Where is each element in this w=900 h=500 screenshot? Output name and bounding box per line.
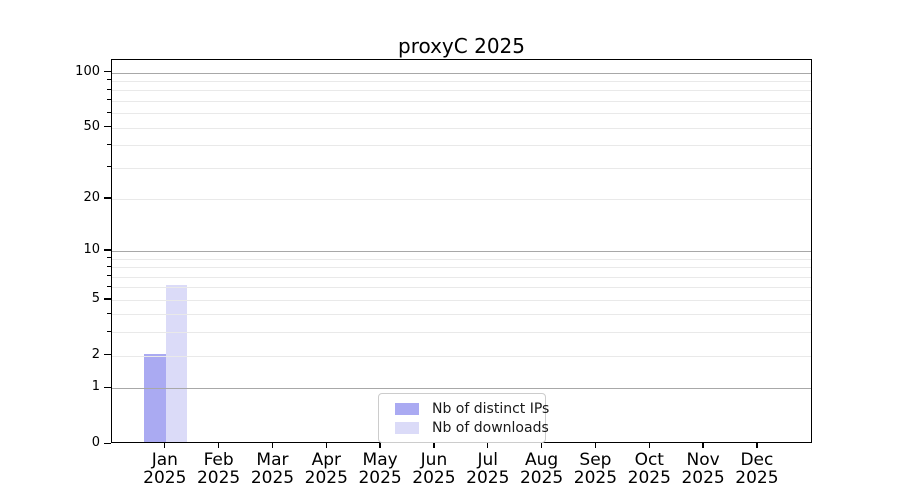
- legend-item-downloads: Nb of downloads: [387, 418, 549, 437]
- gridline-20: [112, 198, 811, 200]
- gridline-100: [112, 72, 811, 74]
- y-minor-tick-mark: [107, 330, 111, 332]
- x-tick-mark: [756, 443, 758, 448]
- legend-swatch-distinct-ips: [395, 402, 419, 415]
- gridline-60: [112, 113, 811, 115]
- legend-label-downloads: Nb of downloads: [432, 419, 549, 436]
- x-tick-mark: [433, 443, 435, 448]
- legend: Nb of distinct IPs Nb of downloads: [378, 393, 549, 443]
- x-tick-mark: [379, 443, 381, 448]
- y-minor-tick-mark: [107, 99, 111, 101]
- x-tick-label: Nov 2025: [681, 450, 725, 488]
- x-tick-mark: [487, 443, 489, 448]
- x-tick-mark: [648, 443, 650, 448]
- gridline-4: [112, 314, 811, 316]
- y-tick-mark: [104, 298, 111, 300]
- gridline-3: [112, 332, 811, 334]
- y-tick-mark: [104, 386, 111, 389]
- y-tick-label: 5: [91, 290, 100, 306]
- x-tick-mark: [217, 443, 220, 448]
- x-tick-label: Jan 2025: [143, 450, 187, 488]
- y-minor-tick-mark: [107, 79, 111, 81]
- x-tick-label: Sep 2025: [573, 450, 618, 488]
- plot-area: [111, 59, 812, 443]
- x-tick-mark: [271, 443, 274, 448]
- x-tick-mark: [325, 443, 327, 448]
- gridline-1: [112, 388, 811, 390]
- gridline-90: [112, 80, 811, 82]
- y-tick-label: 20: [83, 189, 100, 205]
- gridline-5: [112, 299, 811, 301]
- gridline-30: [112, 167, 811, 169]
- y-tick-label: 10: [83, 241, 100, 257]
- gridline-80: [112, 90, 811, 92]
- legend-item-distinct-ips: Nb of distinct IPs: [387, 399, 549, 418]
- bar-nb-of-downloads-Jan: [165, 285, 188, 442]
- x-tick-mark: [594, 443, 597, 448]
- chart-title: proxyC 2025: [398, 34, 525, 58]
- bar-nb-of-distinct-ips-Jan: [144, 353, 166, 442]
- y-minor-tick-mark: [107, 312, 111, 314]
- x-tick-label: Oct 2025: [627, 450, 671, 488]
- y-tick-mark: [104, 126, 111, 128]
- y-tick-label: 50: [83, 118, 100, 134]
- y-minor-tick-mark: [107, 111, 111, 113]
- gridline-6: [112, 287, 811, 289]
- x-tick-label: Feb 2025: [196, 450, 241, 488]
- y-tick-mark: [104, 354, 111, 356]
- x-tick-mark: [702, 443, 704, 448]
- gridline-9: [112, 258, 811, 260]
- gridline-70: [112, 100, 811, 102]
- y-minor-tick-mark: [107, 143, 111, 145]
- x-tick-label: Apr 2025: [304, 450, 348, 488]
- y-minor-tick-mark: [107, 257, 111, 259]
- y-minor-tick-mark: [107, 265, 111, 267]
- legend-label-distinct-ips: Nb of distinct IPs: [432, 400, 550, 417]
- x-tick-label: Mar 2025: [250, 450, 295, 488]
- y-tick-mark: [104, 197, 111, 199]
- y-minor-tick-mark: [107, 275, 111, 277]
- y-minor-tick-mark: [107, 88, 111, 90]
- y-tick-label: 1: [91, 379, 100, 395]
- x-tick-label: Aug 2025: [519, 450, 564, 488]
- x-tick-label: Jul 2025: [466, 450, 510, 488]
- gridline-8: [112, 267, 811, 269]
- x-tick-mark: [540, 443, 543, 448]
- y-tick-mark: [104, 442, 111, 444]
- y-minor-tick-mark: [107, 166, 111, 168]
- gridline-2: [112, 355, 811, 357]
- gridline-10: [112, 250, 811, 252]
- y-minor-tick-mark: [107, 285, 111, 287]
- legend-swatch-downloads: [395, 421, 419, 434]
- x-tick-label: Jun 2025: [412, 450, 456, 488]
- y-tick-mark: [104, 71, 111, 73]
- x-tick-mark: [164, 443, 166, 448]
- y-tick-label: 100: [75, 63, 100, 79]
- gridline-7: [112, 276, 811, 278]
- y-tick-label: 0: [91, 435, 100, 450]
- y-tick-label: 2: [91, 346, 100, 362]
- gridline-40: [112, 145, 811, 147]
- x-tick-label: May 2025: [358, 450, 402, 488]
- x-tick-label: Dec 2025: [735, 450, 779, 488]
- y-tick-mark: [104, 249, 111, 251]
- gridline-50: [112, 127, 811, 129]
